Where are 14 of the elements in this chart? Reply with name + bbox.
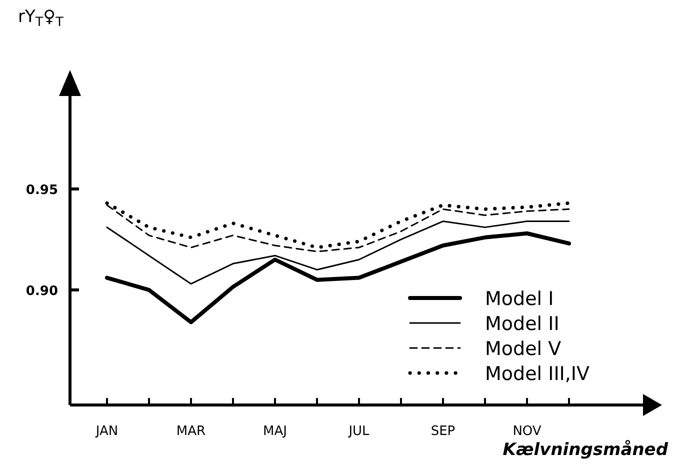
x-tick-label: JUL [348,424,370,439]
y-tick-label: 0.95 [26,182,58,198]
legend-label: Model I [485,288,554,310]
x-tick-label: MAR [176,424,206,439]
x-tick-label: NOV [512,424,542,439]
x-tick-label: JAN [94,424,118,439]
x-tick-label: SEP [430,424,456,439]
y-tick-label: 0.90 [26,284,58,299]
x-axis-title: Kælvningsmåned [502,439,669,460]
legend-label: Model II [485,313,560,335]
y-axis-title: rY$_{T}$♀$_{T}$ [18,7,64,30]
legend-label: Model V [485,338,562,360]
x-tick-label: MAJ [263,424,287,439]
legend-label: Model III,IV [485,363,590,385]
